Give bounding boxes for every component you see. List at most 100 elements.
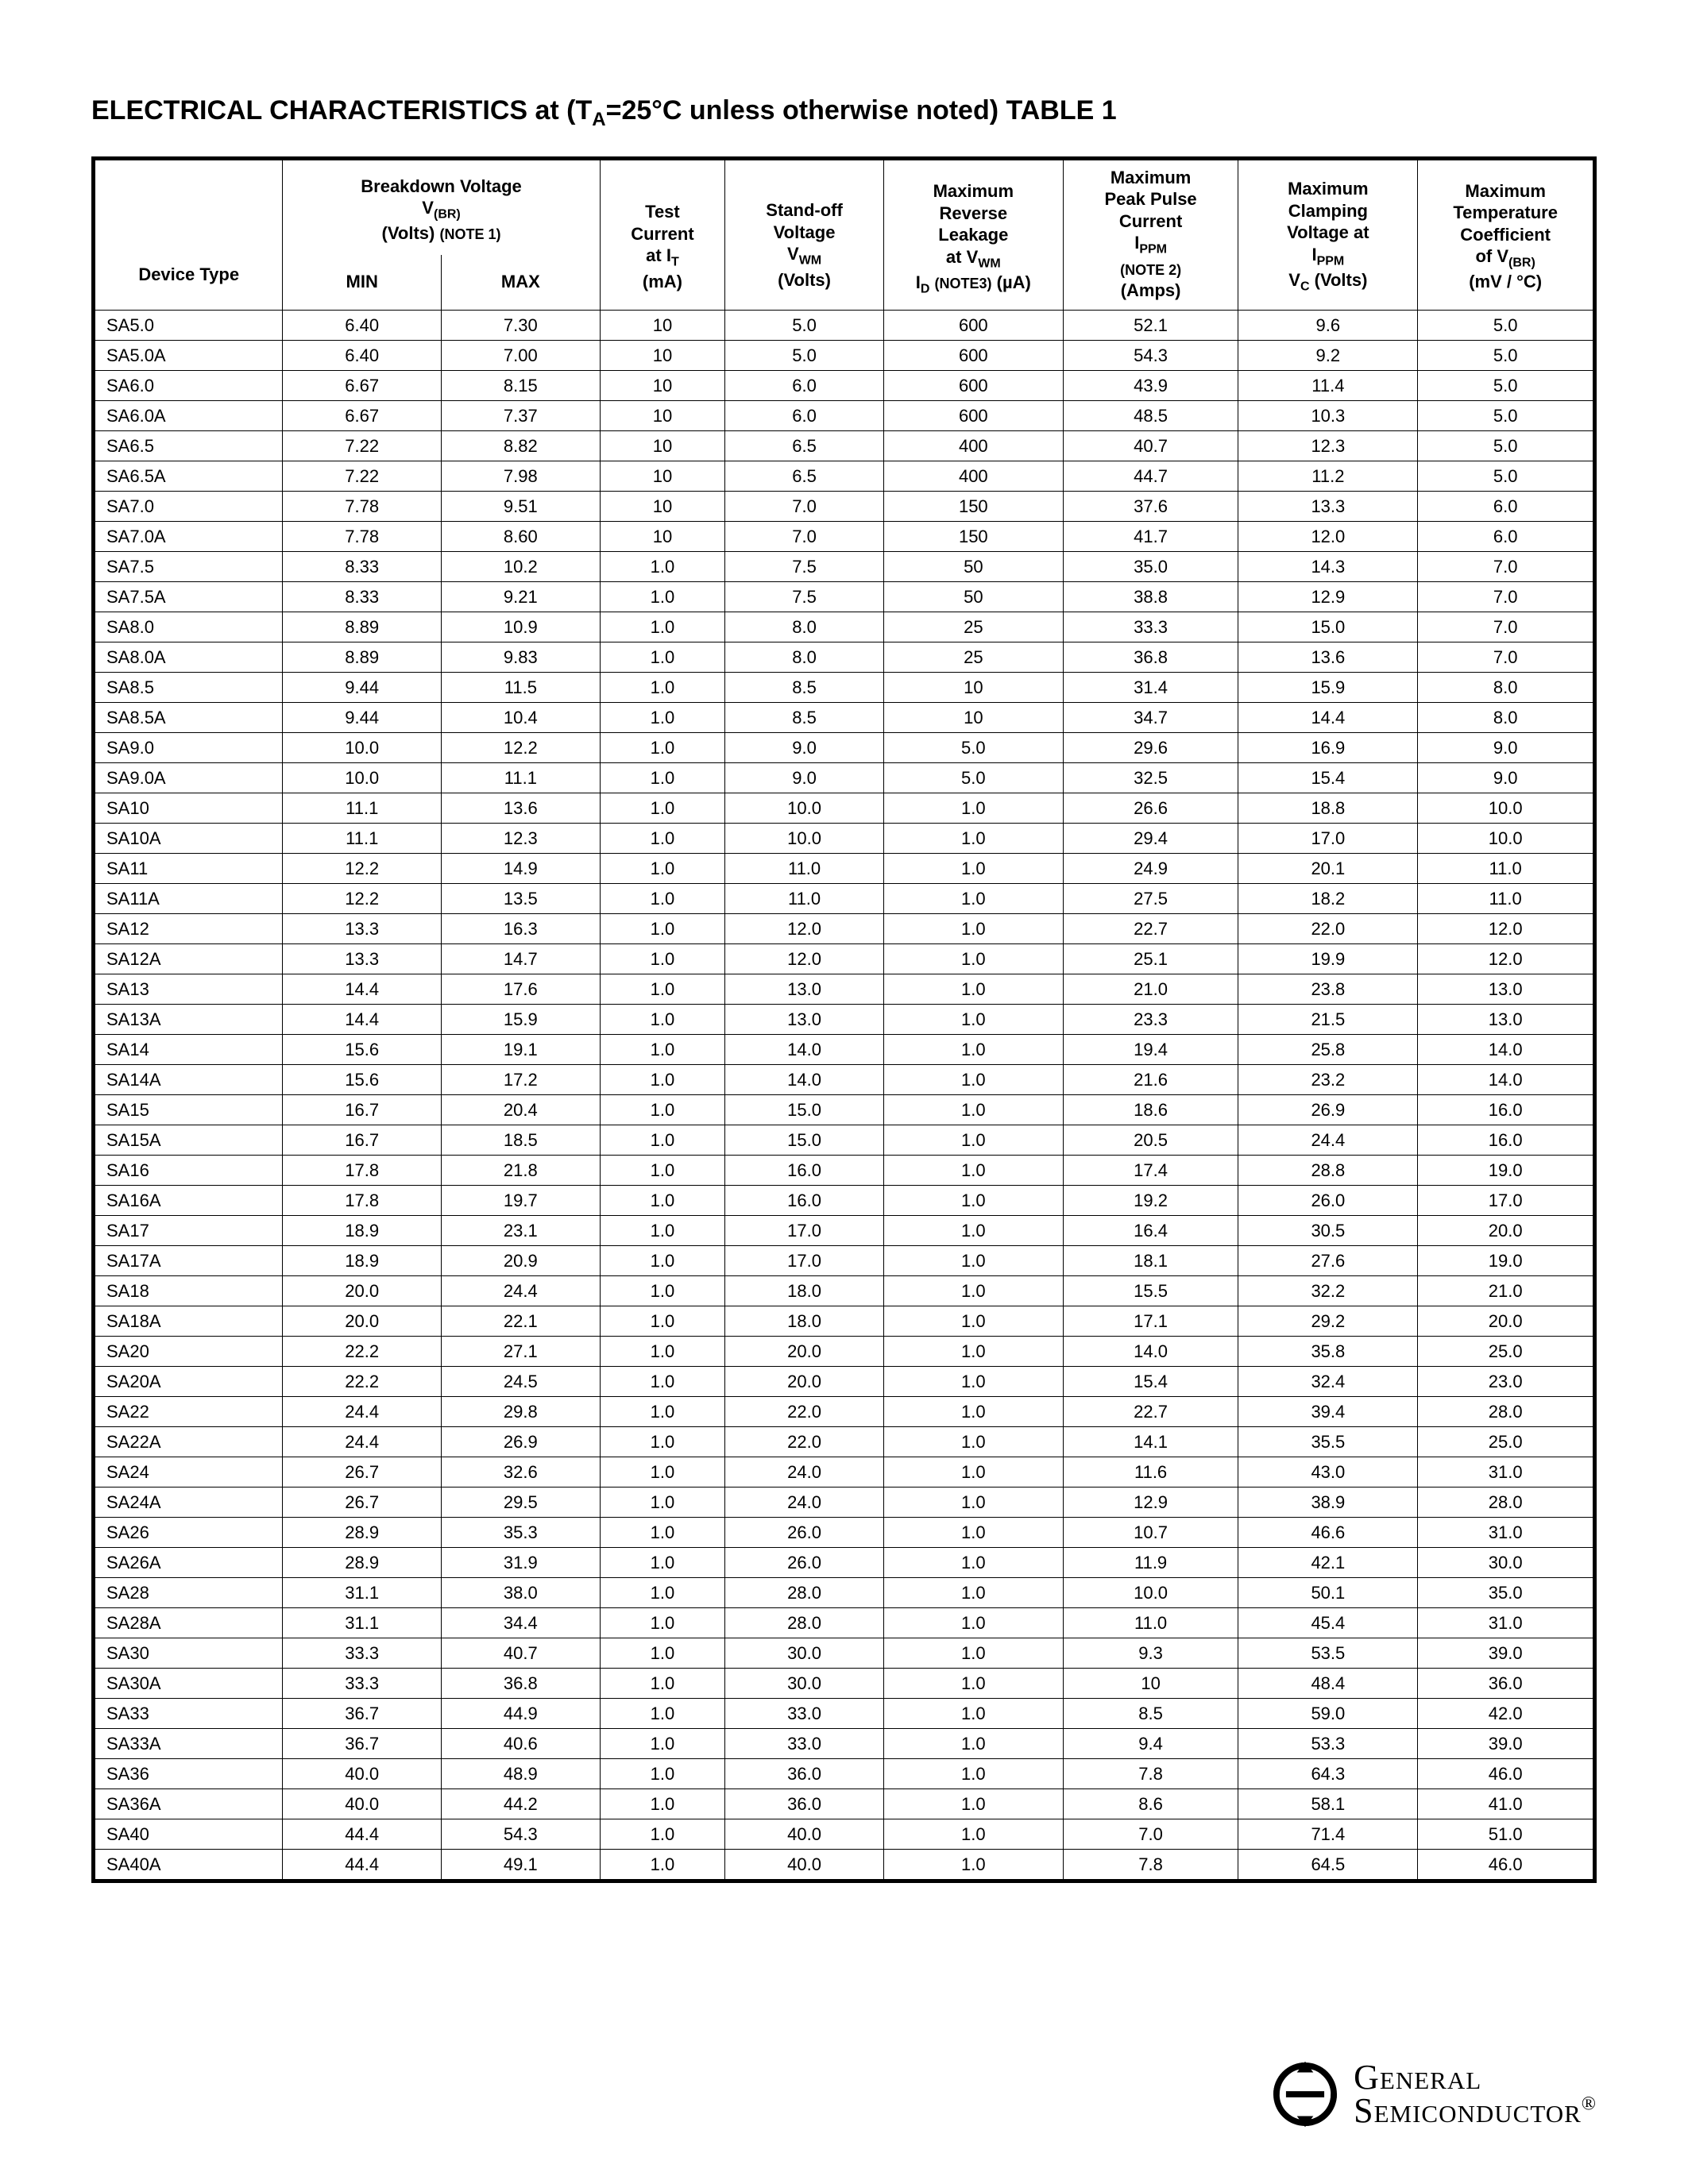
col-standoff-voltage: Stand-offVoltage VWM (Volts) — [725, 160, 884, 310]
header-tc-of: of V — [1475, 246, 1508, 266]
cell-value: 18.0 — [725, 1306, 884, 1336]
company-logo: General Semiconductor® — [1271, 2060, 1597, 2128]
table-row: SA1415.619.11.014.01.019.425.814.0 — [95, 1034, 1593, 1064]
cell-value: 6.40 — [283, 340, 442, 370]
cell-value: 1.0 — [600, 1758, 725, 1788]
registered-mark: ® — [1582, 2093, 1597, 2114]
table-row: SA17A18.920.91.017.01.018.127.619.0 — [95, 1245, 1593, 1275]
cell-value: 10 — [883, 672, 1063, 702]
cell-device: SA26A — [95, 1547, 283, 1577]
cell-value: 1.0 — [883, 1034, 1063, 1064]
company-name-line1: General — [1354, 2061, 1597, 2094]
cell-value: 1.0 — [600, 1366, 725, 1396]
cell-value: 24.4 — [1238, 1125, 1418, 1155]
cell-value: 12.3 — [1238, 430, 1418, 461]
cell-value: 25 — [883, 642, 1063, 672]
cell-value: 48.4 — [1238, 1668, 1418, 1698]
table-row: SA26A28.931.91.026.01.011.942.130.0 — [95, 1547, 1593, 1577]
cell-device: SA33 — [95, 1698, 283, 1728]
cell-value: 1.0 — [883, 1638, 1063, 1668]
cell-value: 13.3 — [283, 943, 442, 974]
cell-value: 10 — [1063, 1668, 1238, 1698]
cell-value: 44.9 — [442, 1698, 601, 1728]
cell-value: 36.8 — [1063, 642, 1238, 672]
cell-value: 11.0 — [725, 883, 884, 913]
cell-value: 7.5 — [725, 551, 884, 581]
table-row: SA1213.316.31.012.01.022.722.012.0 — [95, 913, 1593, 943]
cell-value: 12.2 — [283, 853, 442, 883]
cell-value: 23.2 — [1238, 1064, 1418, 1094]
cell-device: SA6.0A — [95, 400, 283, 430]
cell-value: 15.5 — [1063, 1275, 1238, 1306]
cell-device: SA10A — [95, 823, 283, 853]
table-row: SA3640.048.91.036.01.07.864.346.0 — [95, 1758, 1593, 1788]
cell-value: 59.0 — [1238, 1698, 1418, 1728]
cell-value: 18.5 — [442, 1125, 601, 1155]
cell-value: 10 — [600, 521, 725, 551]
cell-value: 30.0 — [725, 1668, 884, 1698]
cell-device: SA5.0A — [95, 340, 283, 370]
cell-value: 23.8 — [1238, 974, 1418, 1004]
cell-value: 8.5 — [1063, 1698, 1238, 1728]
cell-value: 40.0 — [283, 1758, 442, 1788]
cell-value: 50 — [883, 551, 1063, 581]
cell-value: 49.1 — [442, 1849, 601, 1879]
cell-value: 9.83 — [442, 642, 601, 672]
cell-value: 38.8 — [1063, 581, 1238, 612]
cell-value: 1.0 — [600, 1306, 725, 1336]
cell-value: 8.60 — [442, 521, 601, 551]
cell-value: 6.0 — [1418, 521, 1593, 551]
cell-value: 21.8 — [442, 1155, 601, 1185]
cell-value: 7.22 — [283, 461, 442, 491]
cell-device: SA33A — [95, 1728, 283, 1758]
cell-value: 17.0 — [1418, 1185, 1593, 1215]
cell-value: 8.33 — [283, 551, 442, 581]
cell-value: 9.0 — [725, 732, 884, 762]
cell-value: 38.0 — [442, 1577, 601, 1607]
cell-value: 27.6 — [1238, 1245, 1418, 1275]
cell-value: 16.9 — [1238, 732, 1418, 762]
cell-value: 40.0 — [725, 1849, 884, 1879]
cell-value: 8.5 — [725, 672, 884, 702]
cell-value: 18.6 — [1063, 1094, 1238, 1125]
cell-value: 600 — [883, 400, 1063, 430]
cell-value: 40.7 — [442, 1638, 601, 1668]
cell-value: 29.8 — [442, 1396, 601, 1426]
col-min: MIN — [283, 255, 442, 311]
cell-device: SA18A — [95, 1306, 283, 1336]
cell-value: 1.0 — [600, 943, 725, 974]
cell-value: 7.0 — [1418, 642, 1593, 672]
cell-value: 1.0 — [600, 581, 725, 612]
cell-value: 5.0 — [1418, 461, 1593, 491]
cell-device: SA13 — [95, 974, 283, 1004]
cell-value: 400 — [883, 461, 1063, 491]
cell-value: 26.0 — [725, 1517, 884, 1547]
table-row: SA18A20.022.11.018.01.017.129.220.0 — [95, 1306, 1593, 1336]
cell-value: 39.0 — [1418, 1728, 1593, 1758]
table-row: SA7.58.3310.21.07.55035.014.37.0 — [95, 551, 1593, 581]
cell-device: SA17A — [95, 1245, 283, 1275]
cell-value: 28.9 — [283, 1547, 442, 1577]
table-row: SA12A13.314.71.012.01.025.119.912.0 — [95, 943, 1593, 974]
cell-value: 18.9 — [283, 1245, 442, 1275]
cell-value: 22.2 — [283, 1366, 442, 1396]
cell-value: 5.0 — [725, 340, 884, 370]
header-clamp-v: V — [1288, 270, 1300, 290]
cell-value: 15.0 — [725, 1125, 884, 1155]
cell-device: SA36A — [95, 1788, 283, 1819]
cell-value: 1.0 — [600, 1819, 725, 1849]
cell-value: 20.5 — [1063, 1125, 1238, 1155]
cell-value: 7.0 — [1418, 551, 1593, 581]
cell-value: 1.0 — [883, 1819, 1063, 1849]
cell-value: 1.0 — [883, 1607, 1063, 1638]
cell-value: 19.4 — [1063, 1034, 1238, 1064]
table-header: Device Type Breakdown Voltage V(BR) (Vol… — [95, 160, 1593, 310]
cell-value: 31.0 — [1418, 1517, 1593, 1547]
cell-value: 24.0 — [725, 1457, 884, 1487]
cell-value: 16.4 — [1063, 1215, 1238, 1245]
table-row: SA5.06.407.30105.060052.19.65.0 — [95, 310, 1593, 340]
table-row: SA1011.113.61.010.01.026.618.810.0 — [95, 793, 1593, 823]
cell-value: 43.0 — [1238, 1457, 1418, 1487]
cell-value: 46.0 — [1418, 1849, 1593, 1879]
cell-value: 36.0 — [1418, 1668, 1593, 1698]
